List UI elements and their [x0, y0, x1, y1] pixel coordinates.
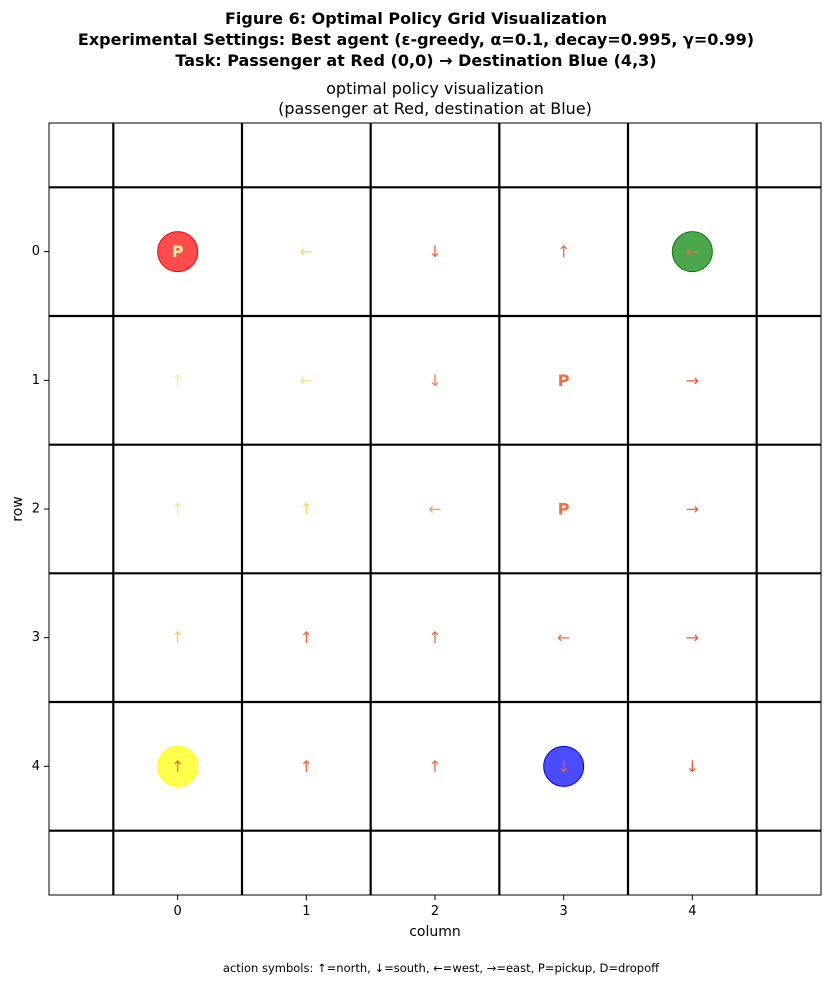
figure-suptitle: Figure 6: Optimal Policy Grid Visualizat…	[78, 9, 754, 70]
policy-action-symbol: ←	[557, 628, 570, 647]
y-tick-label: 0	[32, 244, 40, 259]
policy-action-symbol: ←	[300, 242, 313, 261]
policy-action-symbol: ↑	[171, 500, 184, 519]
policy-action-symbol: ←	[686, 242, 699, 261]
policy-action-symbol: ↓	[428, 242, 441, 261]
policy-action-symbol: ↓	[428, 371, 441, 390]
x-tick-label: 4	[688, 904, 696, 919]
axes-title-line-2: (passenger at Red, destination at Blue)	[278, 99, 592, 118]
policy-action-symbol: P	[558, 371, 570, 390]
policy-action-symbol: ↓	[686, 757, 699, 776]
axes-title-line-1: optimal policy visualization	[326, 79, 544, 98]
policy-action-symbol: ←	[428, 500, 441, 519]
policy-action-symbol: →	[686, 500, 699, 519]
policy-action-symbol: ↑	[300, 757, 313, 776]
y-tick-label: 1	[32, 373, 40, 388]
x-axis-label: column	[409, 924, 461, 940]
y-axis-label: row	[10, 496, 26, 521]
x-tick-label: 1	[302, 904, 310, 919]
caption: action symbols: ↑=north, ↓=south, ←=west…	[223, 961, 660, 975]
x-tick-label: 0	[174, 904, 182, 919]
policy-action-symbol: ↑	[428, 757, 441, 776]
policy-action-symbol: ↓	[557, 757, 570, 776]
y-tick-label: 2	[32, 502, 40, 517]
policy-action-symbol: ↑	[557, 242, 570, 261]
suptitle-line-3: Task: Passenger at Red (0,0) → Destinati…	[175, 51, 656, 70]
policy-action-symbol: ↑	[300, 500, 313, 519]
axes-title: optimal policy visualization (passenger …	[278, 79, 592, 118]
policy-action-symbol: ↑	[171, 371, 184, 390]
policy-action-symbol: ↑	[300, 628, 313, 647]
y-tick-label: 3	[32, 630, 40, 645]
x-tick-label: 2	[431, 904, 439, 919]
location-marker-green	[671, 231, 713, 273]
policy-action-symbol: ↑	[428, 628, 441, 647]
policy-action-symbol: P	[172, 242, 184, 261]
location-marker-red	[157, 231, 199, 273]
policy-action-symbol: ←	[300, 371, 313, 390]
location-marker-blue	[543, 745, 585, 787]
policy-action-symbol: →	[686, 628, 699, 647]
policy-action-symbol: P	[558, 500, 570, 519]
policy-action-symbol: ↑	[171, 628, 184, 647]
suptitle-line-1: Figure 6: Optimal Policy Grid Visualizat…	[225, 9, 607, 28]
x-tick-label: 3	[560, 904, 568, 919]
location-marker-yellow	[157, 745, 199, 787]
suptitle-line-2: Experimental Settings: Best agent (ε-gre…	[78, 30, 754, 49]
y-tick-label: 4	[32, 759, 40, 774]
plot-area: P ← ↓ ↑ ← ↑ ← ↓ P → ↑ ↑ ← P → ↑ ↑ ↑ ← → ↑ ↑ ↑ ↓ ↓ 0 1 2 3 4 0 1 2 3 4	[32, 122, 822, 919]
policy-action-symbol: ↑	[171, 757, 184, 776]
policy-action-symbol: →	[686, 371, 699, 390]
